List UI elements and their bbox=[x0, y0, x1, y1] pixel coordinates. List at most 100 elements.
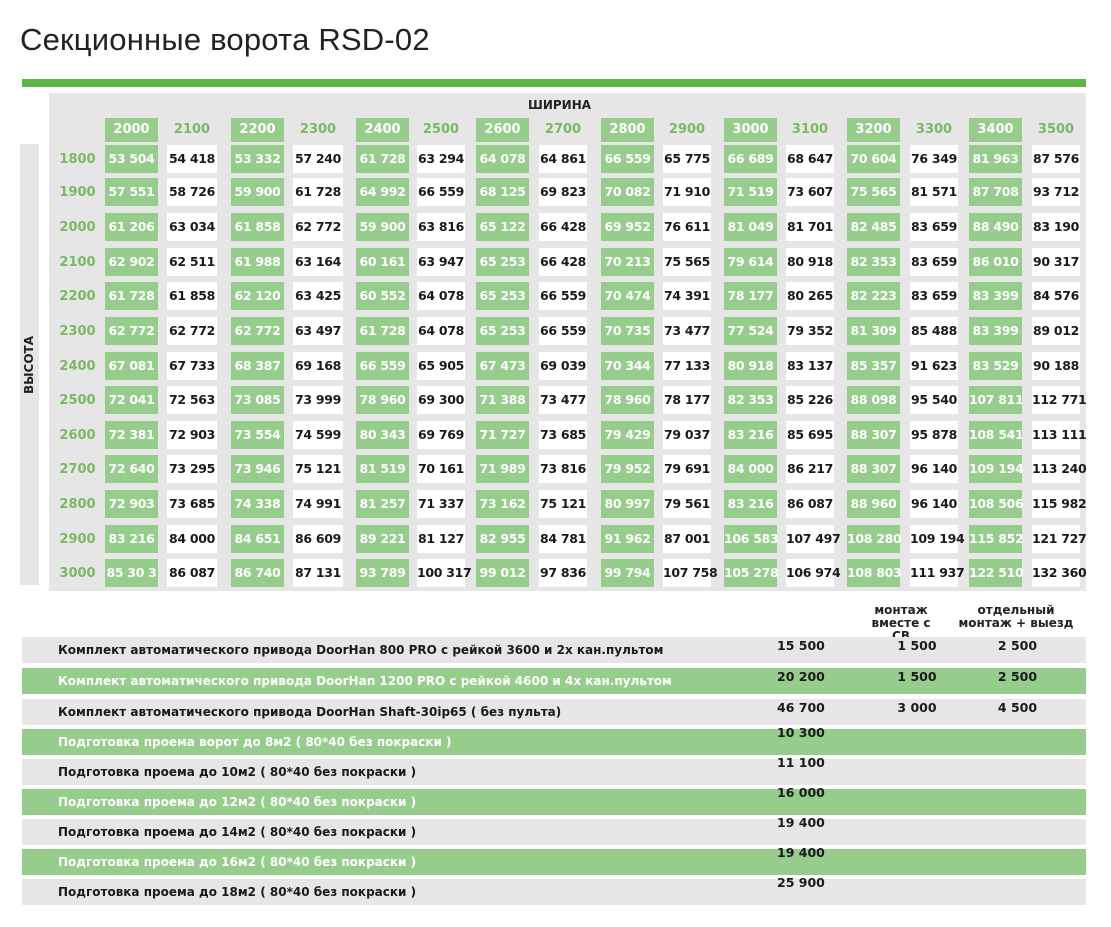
service-row: Подготовка проема до 12м2 ( 80*40 без по… bbox=[22, 785, 1086, 815]
price-cell: 65 253 bbox=[476, 317, 529, 345]
price-cell: 113 240 bbox=[1032, 455, 1087, 483]
price-cell: 80 918 bbox=[724, 352, 777, 380]
price-cell: 62 902 bbox=[105, 248, 158, 276]
price-cell: 74 338 bbox=[231, 490, 284, 518]
price-cell: 62 772 bbox=[293, 213, 343, 241]
service-row: Комплект автоматического привода DoorHan… bbox=[22, 699, 1086, 725]
mount-separate-price bbox=[980, 819, 1055, 837]
mount-separate-price bbox=[980, 789, 1055, 807]
price-cell: 88 490 bbox=[969, 213, 1022, 241]
price-cell: 77 133 bbox=[663, 352, 711, 380]
height-header-cell: 2800 bbox=[59, 497, 96, 512]
service-label: Комплект автоматического привода DoorHan… bbox=[58, 705, 562, 719]
height-header-cell: 2900 bbox=[59, 532, 96, 547]
price-cell: 81 257 bbox=[356, 490, 409, 518]
price-cell: 73 085 bbox=[231, 386, 284, 414]
height-label-background bbox=[20, 144, 39, 585]
price-cell: 82 223 bbox=[847, 282, 900, 310]
price-cell: 65 253 bbox=[476, 248, 529, 276]
price-cell: 71 337 bbox=[417, 490, 465, 518]
price-cell: 58 726 bbox=[167, 178, 217, 206]
price-cell: 73 685 bbox=[539, 421, 587, 449]
price-cell: 99 794 bbox=[601, 559, 654, 587]
price-cell: 85 357 bbox=[847, 352, 900, 380]
price-cell: 79 614 bbox=[724, 248, 777, 276]
width-header-cell: 3200 bbox=[847, 118, 900, 142]
price-cell: 106 974 bbox=[786, 559, 841, 587]
price-cell: 64 078 bbox=[476, 145, 529, 173]
price-cell: 63 816 bbox=[417, 213, 465, 241]
price-cell: 79 352 bbox=[786, 317, 834, 345]
price-cell: 60 552 bbox=[356, 282, 409, 310]
price-cell: 109 194 bbox=[969, 455, 1024, 483]
price-cell: 57 240 bbox=[293, 145, 343, 173]
price-cell: 83 216 bbox=[105, 525, 158, 553]
price-cell: 83 137 bbox=[786, 352, 834, 380]
width-header-cell: 2600 bbox=[476, 118, 529, 142]
height-header-cell: 2100 bbox=[59, 255, 96, 270]
price-cell: 86 087 bbox=[786, 490, 834, 518]
mount-separate-header: отдельный монтаж + выезд bbox=[955, 604, 1077, 630]
height-header-cell: 2700 bbox=[59, 462, 96, 477]
price-cell: 122 510 bbox=[969, 559, 1024, 587]
price-cell: 73 685 bbox=[167, 490, 217, 518]
mount-with-sv-price bbox=[888, 879, 946, 897]
price-cell: 63 425 bbox=[293, 282, 343, 310]
price-cell: 63 497 bbox=[293, 317, 343, 345]
price-cell: 65 122 bbox=[476, 213, 529, 241]
price-cell: 71 989 bbox=[476, 455, 529, 483]
price-cell: 78 960 bbox=[356, 386, 409, 414]
price-cell: 81 127 bbox=[417, 525, 465, 553]
width-header-cell: 2800 bbox=[601, 118, 654, 142]
price-cell: 115 982 bbox=[1032, 490, 1087, 518]
service-label: Комплект автоматического привода DoorHan… bbox=[58, 674, 672, 688]
price-cell: 67 473 bbox=[476, 352, 529, 380]
price-cell: 97 836 bbox=[539, 559, 587, 587]
price-cell: 74 991 bbox=[293, 490, 343, 518]
price-cell: 82 485 bbox=[847, 213, 900, 241]
price-cell: 90 188 bbox=[1032, 352, 1080, 380]
width-header-cell: 2100 bbox=[173, 122, 211, 137]
width-header-cell: 2900 bbox=[668, 122, 706, 137]
price-cell: 93 789 bbox=[356, 559, 409, 587]
mount-separate-price bbox=[980, 849, 1055, 867]
height-header-cell: 3000 bbox=[59, 566, 96, 581]
mount-separate-header-line1: отдельный bbox=[977, 603, 1055, 617]
price-cell: 67 081 bbox=[105, 352, 158, 380]
price-cell: 63 034 bbox=[167, 213, 217, 241]
price-cell: 76 611 bbox=[663, 213, 711, 241]
price-cell: 81 701 bbox=[786, 213, 834, 241]
price-cell: 66 559 bbox=[539, 282, 587, 310]
service-row: Подготовка проема до 10м2 ( 80*40 без по… bbox=[22, 755, 1086, 785]
price-cell: 60 161 bbox=[356, 248, 409, 276]
price-cell: 82 353 bbox=[724, 386, 777, 414]
service-row: Комплект автоматического привода DoorHan… bbox=[22, 668, 1086, 694]
price-cell: 109 194 bbox=[910, 525, 965, 553]
price-cell: 73 999 bbox=[293, 386, 343, 414]
price-cell: 81 309 bbox=[847, 317, 900, 345]
price-cell: 83 399 bbox=[969, 282, 1022, 310]
mount-with-sv-price: 3 000 bbox=[897, 700, 937, 715]
price-cell: 73 477 bbox=[663, 317, 711, 345]
price-cell: 78 177 bbox=[724, 282, 777, 310]
price-cell: 81 571 bbox=[910, 178, 958, 206]
price-cell: 71 910 bbox=[663, 178, 711, 206]
price-cell: 87 001 bbox=[663, 525, 711, 553]
price-cell: 72 381 bbox=[105, 421, 158, 449]
price-cell: 80 997 bbox=[601, 490, 654, 518]
price-cell: 86 217 bbox=[786, 455, 834, 483]
price-cell: 79 952 bbox=[601, 455, 654, 483]
price-cell: 71 727 bbox=[476, 421, 529, 449]
mount-separate-price: 2 500 bbox=[997, 669, 1038, 684]
price-cell: 73 477 bbox=[539, 386, 587, 414]
service-price: 19 400 bbox=[777, 845, 825, 860]
price-cell: 108 803 bbox=[847, 559, 902, 587]
price-cell: 73 554 bbox=[231, 421, 284, 449]
price-cell: 82 955 bbox=[476, 525, 529, 553]
price-cell: 86 087 bbox=[167, 559, 217, 587]
height-header-cell: 2500 bbox=[59, 393, 96, 408]
width-header-cell: 3300 bbox=[915, 122, 953, 137]
price-cell: 96 140 bbox=[910, 455, 958, 483]
price-cell: 113 111 bbox=[1032, 421, 1087, 449]
service-row: Комплект автоматического привода DoorHan… bbox=[22, 637, 1086, 663]
